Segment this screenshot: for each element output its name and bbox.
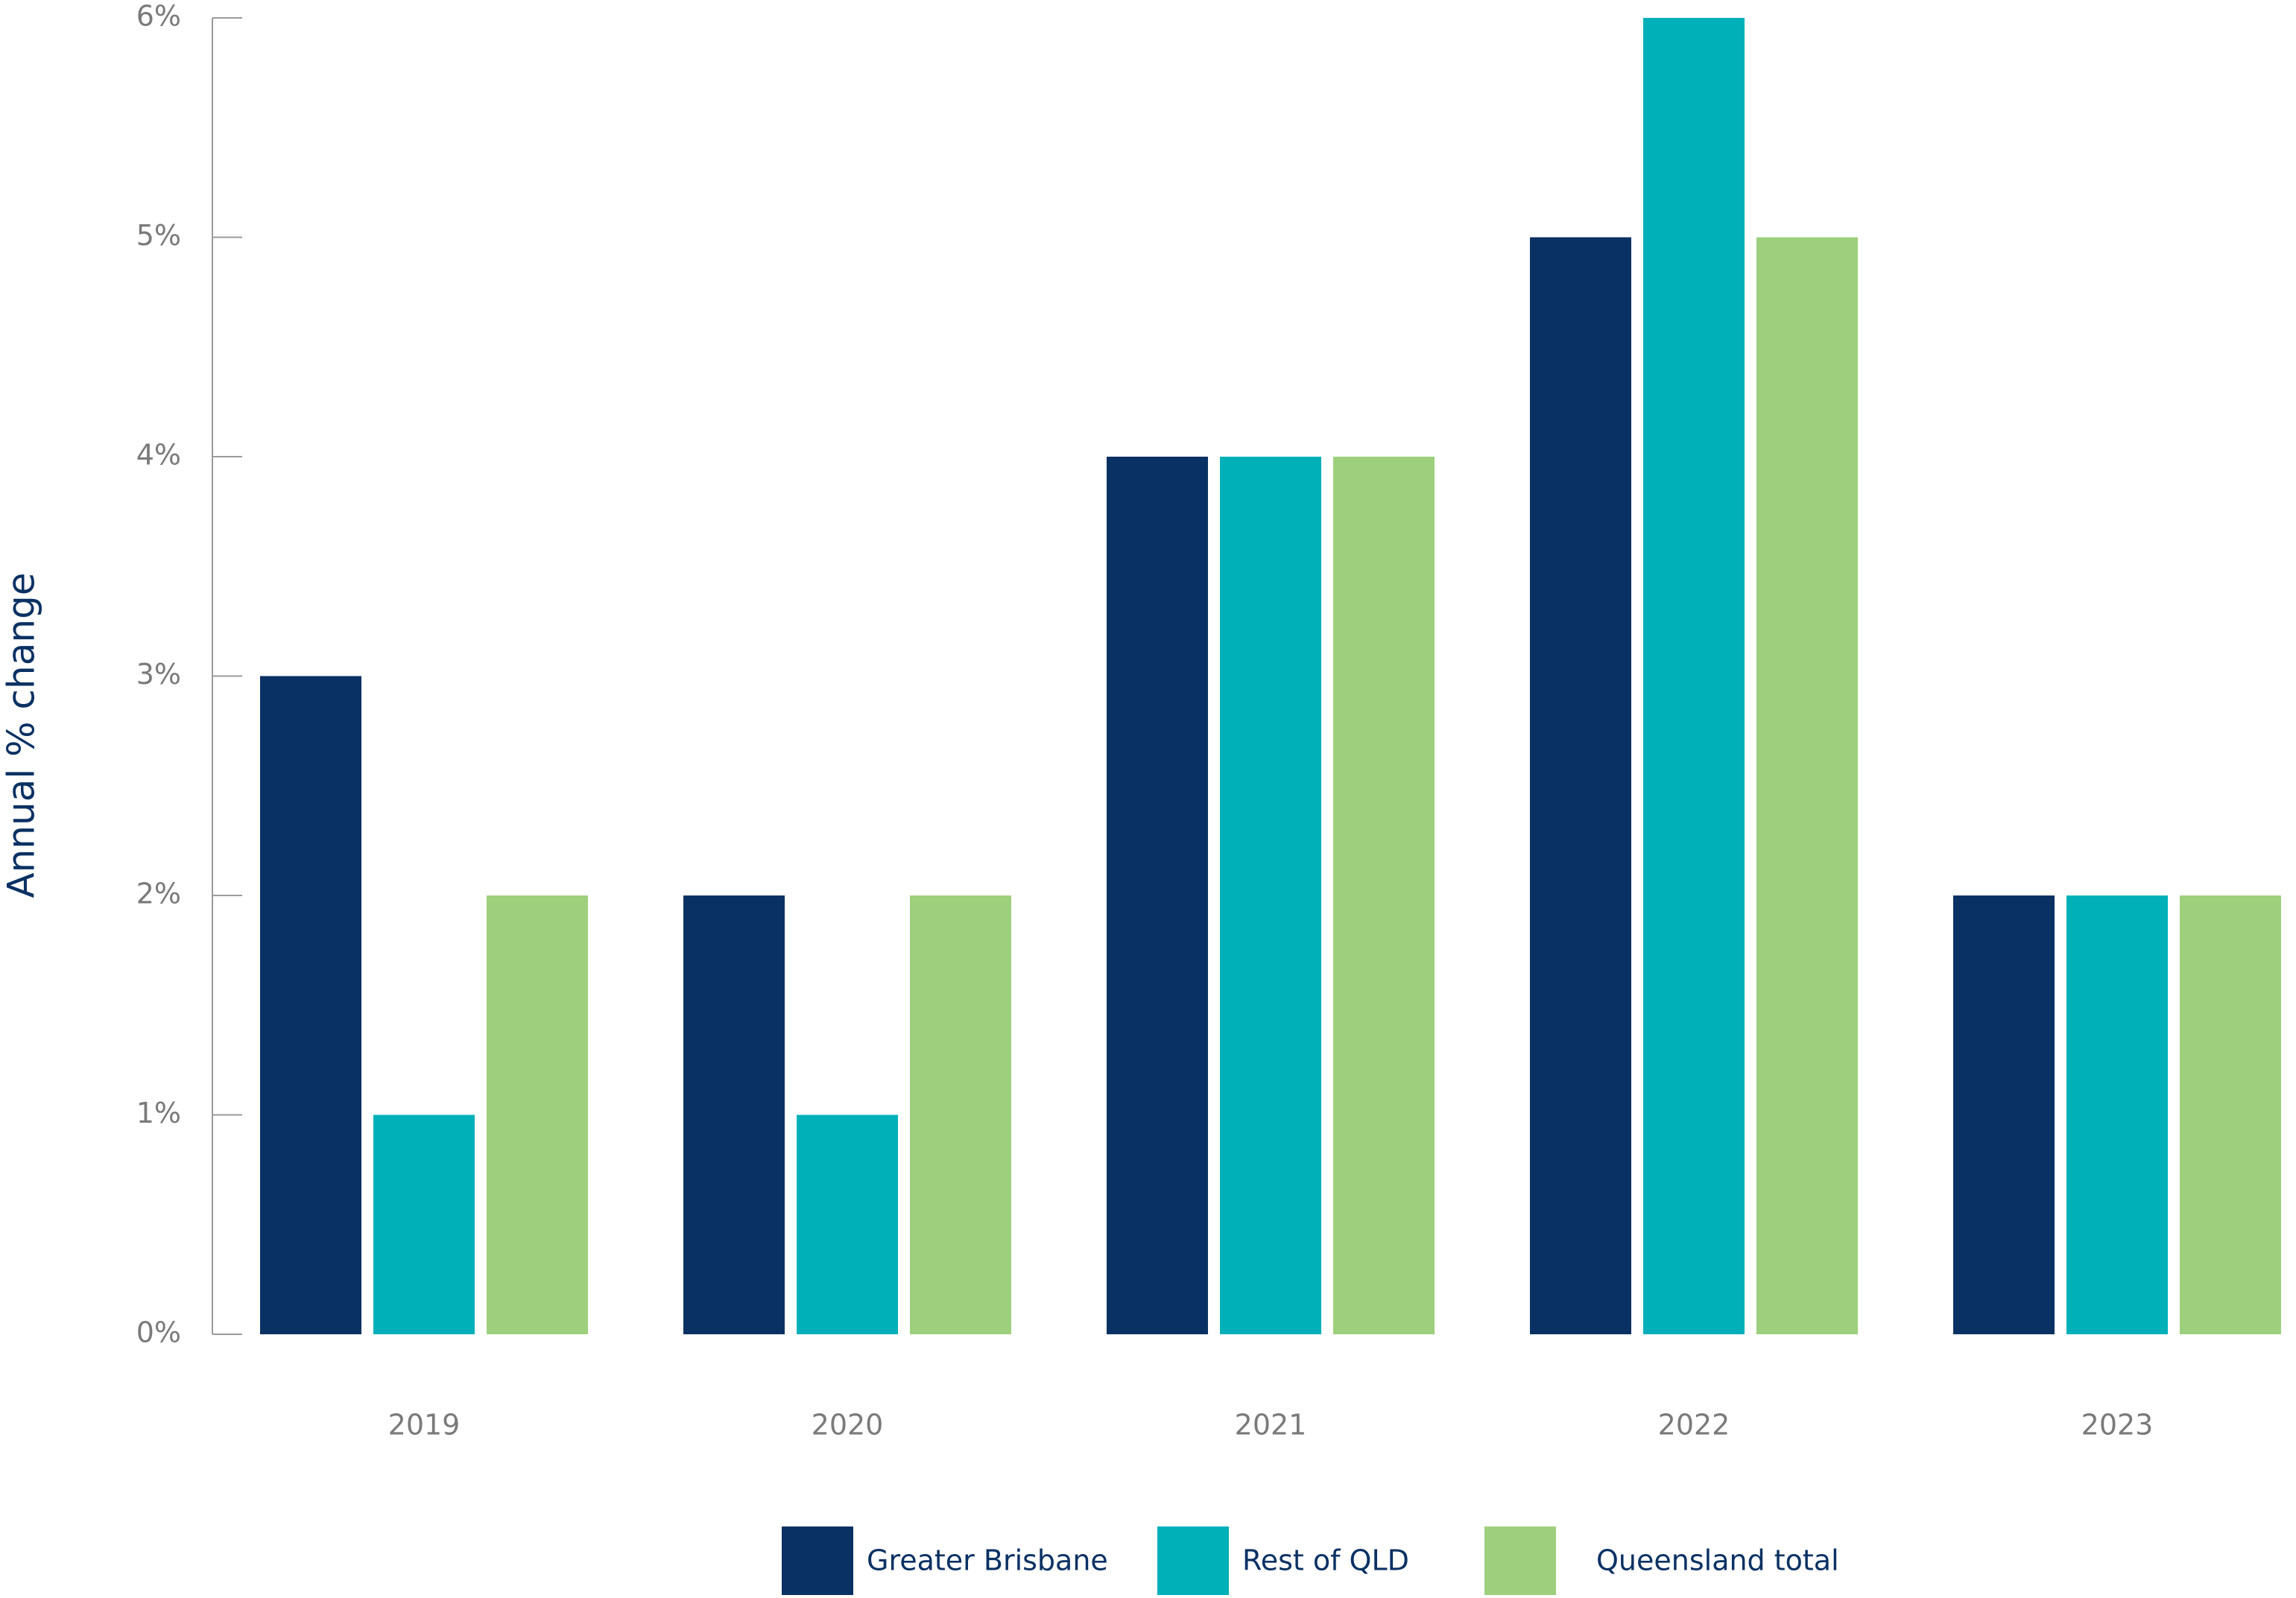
bar — [1953, 895, 2055, 1334]
y-tick-label: 5% — [136, 219, 181, 252]
bar — [1220, 457, 1321, 1334]
bar — [2180, 895, 2281, 1334]
x-tick-label: 2023 — [2081, 1409, 2154, 1442]
legend-swatch — [1484, 1526, 1556, 1595]
legend-label: Greater Brisbane — [867, 1544, 1108, 1577]
bar — [797, 1115, 898, 1334]
bar — [1756, 237, 1858, 1334]
bar — [683, 895, 785, 1334]
bar — [487, 895, 588, 1334]
bar — [1107, 457, 1208, 1334]
legend-label: Rest of QLD — [1242, 1544, 1409, 1577]
y-tick-label: 6% — [136, 0, 181, 33]
x-tick-label: 2021 — [1235, 1409, 1307, 1442]
bar — [1333, 457, 1435, 1334]
y-tick-label: 3% — [136, 658, 181, 691]
legend-swatch — [1157, 1526, 1229, 1595]
bar — [1643, 18, 1745, 1334]
bar — [1530, 237, 1631, 1334]
y-tick-label: 2% — [136, 878, 181, 910]
y-tick-label: 4% — [136, 439, 181, 472]
y-axis-title: Annual % change — [0, 572, 43, 898]
y-tick-label: 1% — [136, 1097, 181, 1129]
bar — [2066, 895, 2168, 1334]
y-tick-label: 0% — [136, 1316, 181, 1349]
x-tick-label: 2020 — [812, 1409, 884, 1442]
x-tick-label: 2019 — [388, 1409, 461, 1442]
bar — [910, 895, 1011, 1334]
legend-swatch — [782, 1526, 853, 1595]
bar — [373, 1115, 475, 1334]
x-tick-label: 2022 — [1658, 1409, 1730, 1442]
bar — [260, 676, 361, 1334]
legend-label: Queensland total — [1596, 1544, 1839, 1577]
